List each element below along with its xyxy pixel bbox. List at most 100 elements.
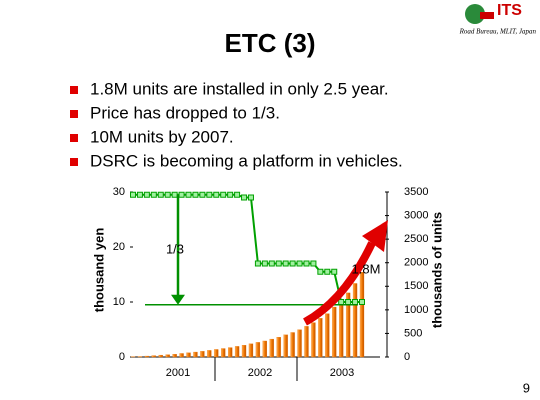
bar	[207, 350, 212, 358]
price-marker	[136, 191, 143, 198]
price-marker	[345, 299, 352, 305]
price-marker	[317, 268, 324, 275]
price-marker	[185, 191, 192, 198]
bullet-marker	[70, 158, 78, 166]
y-tick-label: 10	[113, 296, 125, 308]
bar	[255, 342, 261, 358]
bar	[304, 326, 309, 358]
bullet-marker	[70, 110, 78, 118]
price-marker	[254, 260, 261, 267]
bar	[311, 322, 316, 358]
price-marker	[130, 191, 136, 198]
bullet-marker	[70, 86, 78, 94]
bar	[269, 338, 274, 358]
page-number: 9	[523, 380, 530, 395]
bar	[228, 347, 233, 358]
price-marker	[199, 191, 206, 198]
price-marker	[282, 260, 289, 267]
bar	[144, 355, 150, 358]
price-marker	[352, 299, 359, 305]
price-marker	[206, 191, 213, 198]
y2-tick-label: 2500	[404, 233, 428, 245]
y2-tick-label: 3500	[404, 186, 428, 198]
bar	[214, 349, 219, 358]
bar	[339, 300, 344, 358]
bar	[297, 329, 302, 358]
bar	[318, 318, 323, 358]
y2-tick-label: 3000	[404, 209, 428, 221]
bar	[151, 355, 156, 358]
price-marker	[275, 260, 282, 267]
bar	[234, 346, 240, 358]
price-marker	[150, 191, 157, 198]
y2-tick-label: 0	[404, 351, 410, 363]
bullet-text: 1.8M units are installed in only 2.5 yea…	[90, 79, 389, 98]
annotation: 1.8M	[352, 261, 381, 276]
x-group-label: 2003	[330, 367, 354, 379]
bar	[241, 345, 247, 358]
price-marker	[247, 194, 254, 201]
x-group-label: 2002	[248, 367, 272, 379]
price-marker	[261, 260, 268, 267]
y-tick-label: 30	[113, 186, 125, 198]
price-marker	[143, 191, 150, 198]
bar	[179, 353, 184, 358]
bar	[186, 352, 191, 358]
y-tick-label: 0	[119, 351, 125, 363]
price-marker	[164, 191, 171, 198]
price-marker	[234, 191, 241, 198]
logo-car	[480, 12, 494, 19]
bar	[332, 306, 337, 358]
y2-tick-label: 1500	[404, 280, 428, 292]
price-marker	[268, 260, 275, 267]
y-tick-label: 20	[113, 241, 125, 253]
price-marker	[171, 191, 178, 198]
bar	[221, 348, 226, 358]
y2-tick-label: 500	[404, 327, 422, 339]
price-marker	[178, 191, 185, 198]
bar	[200, 351, 205, 358]
bar	[352, 283, 358, 358]
x-group-label: 2001	[166, 367, 190, 379]
price-marker	[241, 194, 248, 201]
price-marker	[213, 191, 220, 198]
bullet-marker	[70, 134, 78, 142]
price-marker	[359, 299, 365, 305]
price-marker	[303, 260, 310, 267]
y-axis-label: thousand yen	[91, 228, 106, 313]
bar	[165, 354, 170, 358]
reduction-arrow-head	[171, 294, 185, 305]
logo-text: ITS	[497, 2, 522, 19]
bar	[193, 351, 198, 358]
growth-arrow	[303, 241, 376, 326]
y2-tick-label: 1000	[404, 304, 428, 316]
price-marker	[331, 268, 338, 275]
annotation: 1/3	[166, 241, 184, 256]
bullet-text: Price has dropped to 1/3.	[90, 103, 280, 122]
price-marker	[192, 191, 199, 198]
bar	[359, 271, 365, 358]
price-marker	[338, 299, 345, 305]
bar	[248, 343, 254, 358]
y2-tick-label: 2000	[404, 257, 428, 269]
bar	[325, 313, 330, 358]
price-marker	[296, 260, 303, 267]
price-marker	[289, 260, 296, 267]
bar	[262, 340, 267, 358]
bar	[172, 354, 177, 358]
price-line	[133, 193, 362, 303]
growth-arrow-head	[362, 220, 388, 252]
price-marker	[310, 260, 317, 267]
price-marker	[220, 191, 227, 198]
bar	[158, 354, 163, 358]
price-marker	[157, 191, 164, 198]
y2-axis-label: thousands of units	[429, 212, 444, 328]
price-marker	[324, 268, 331, 275]
slide-title: ETC (3)	[225, 28, 316, 58]
bullet-text: DSRC is becoming a platform in vehicles.	[90, 151, 403, 170]
credit: Road Bureau, MLIT, Japan	[459, 28, 537, 36]
bullet-text: 10M units by 2007.	[90, 127, 234, 146]
bar	[283, 334, 288, 358]
